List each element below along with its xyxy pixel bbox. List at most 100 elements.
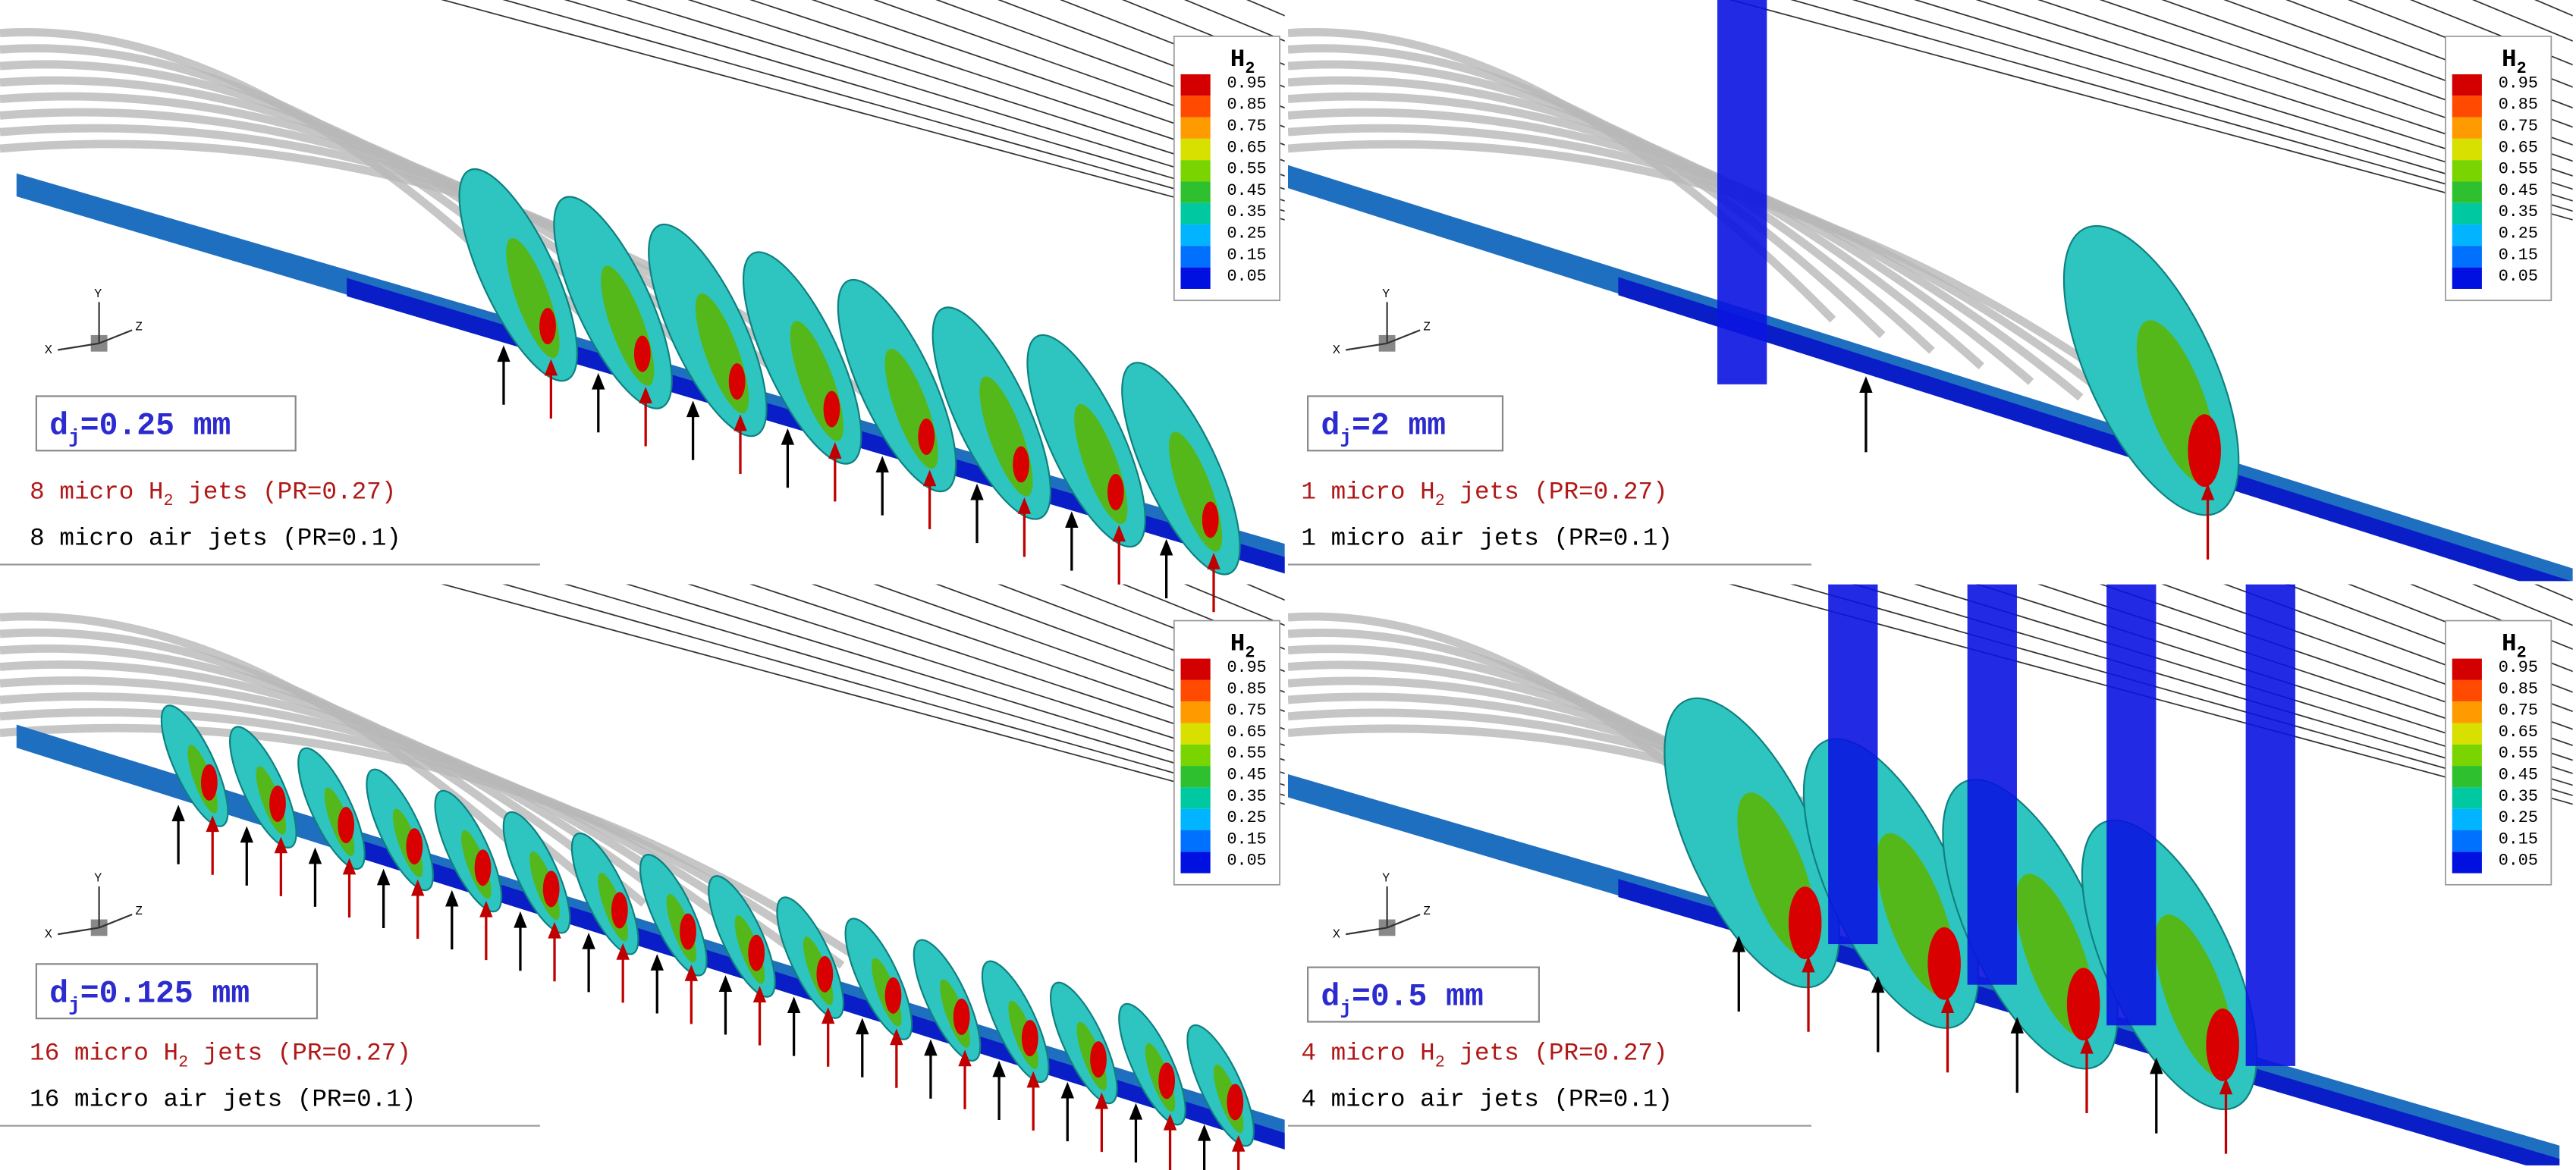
h2-jets-sub: 2 (163, 491, 173, 510)
colorbar-tick-label: 0.35 (1227, 787, 1266, 806)
jet-arrow-head (1207, 552, 1220, 569)
jet-arrow-head (924, 1039, 938, 1056)
jet-arrow-head (2080, 1037, 2094, 1054)
colorbar-tick-label: 0.45 (2499, 766, 2538, 785)
gray-ribbon (1288, 76, 1984, 370)
streamline (441, 0, 1239, 215)
colorbar-swatch (2452, 744, 2482, 767)
colorbar-title: H2 (1230, 630, 1255, 663)
jet-arrow-head (718, 975, 733, 992)
gray-ribbon (0, 692, 796, 954)
simulation-view (1288, 584, 2573, 1165)
colorbar-tick-label: 0.15 (2499, 246, 2538, 265)
jet-arrow-head (875, 456, 889, 473)
plume-core (2188, 414, 2221, 488)
jet-arrow-head (752, 986, 767, 1002)
streamline (2223, 0, 2573, 128)
jet-arrow-head (582, 932, 595, 949)
plume-core (539, 308, 556, 345)
diameter-value: =0.125 mm (80, 977, 250, 1012)
colorbar-tick-label: 0.95 (2499, 74, 2538, 93)
colorbar-swatch (1180, 246, 1211, 268)
h2-jets-post: jets (PR=0.27) (1445, 478, 1668, 506)
diameter-symbol: d (49, 977, 68, 1012)
plume-core (269, 786, 286, 822)
jet-arrow-head (1017, 497, 1032, 514)
h2-jets-label: 16 micro H2 jets (PR=0.27) (30, 1040, 411, 1072)
jets-box (0, 1027, 532, 1118)
colorbar-swatch (1180, 202, 1211, 225)
panel: H20.950.850.750.650.550.450.350.250.150.… (0, 0, 1285, 613)
colorbar-tick-label: 0.25 (1227, 808, 1266, 827)
colorbar-tick-label: 0.15 (1227, 830, 1266, 848)
h2-jets-label: 8 micro H2 jets (PR=0.27) (30, 478, 396, 510)
colorbar-tick-label: 0.05 (2499, 852, 2538, 870)
simulation-view (1288, 0, 2573, 582)
air-jets-label: 16 micro air jets (PR=0.1) (30, 1086, 416, 1114)
jet-arrow-head (308, 847, 322, 864)
h2-jets-sub: 2 (1435, 491, 1445, 510)
triad-axis (58, 927, 99, 936)
triad-label: Z (136, 905, 143, 917)
simulation-view (0, 0, 1285, 576)
colorbar-tick-label: 0.05 (2499, 267, 2538, 286)
colorbar-swatch (1180, 830, 1211, 852)
triad-label: X (1333, 927, 1340, 940)
streamline (625, 0, 1285, 202)
jet-arrow-head (856, 1018, 869, 1035)
triad-axis (1387, 914, 1421, 929)
diameter-subscript: j (68, 993, 80, 1016)
streamline (502, 584, 1285, 805)
colorbar-swatch (2452, 723, 2482, 745)
colorbar-tick-label: 0.95 (2499, 658, 2538, 677)
colorbar-swatch (2452, 202, 2482, 225)
plume-core (816, 955, 834, 993)
colorbar-tick-label: 0.55 (1227, 744, 1266, 763)
h2-jets-post: jets (PR=0.27) (174, 478, 397, 506)
streamline (749, 0, 1285, 177)
streamline (1729, 0, 2527, 215)
plume-core (1788, 886, 1822, 959)
jet-arrow-head (781, 428, 795, 445)
colorbar-swatch (1180, 852, 1211, 874)
h2-jets-pre: 8 micro H (30, 478, 163, 506)
gray-ribbon (0, 723, 894, 984)
colorbar-swatch (2452, 224, 2482, 246)
colorbar-tick-label: 0.45 (1227, 766, 1266, 785)
colorbar-tick-label: 0.95 (1227, 658, 1266, 677)
streamline (1913, 0, 2573, 202)
colorbar-tick-label: 0.85 (1227, 96, 1266, 114)
diameter-value: =2 mm (1352, 409, 1446, 444)
colorbar-title-sub: 2 (2517, 59, 2527, 78)
air-jets-label: 8 micro air jets (PR=0.1) (30, 524, 401, 552)
triad-label: X (45, 927, 52, 940)
panel: H20.950.850.750.650.550.450.350.250.150.… (1288, 0, 2573, 582)
h2-jets-pre: 4 micro H (1301, 1040, 1434, 1068)
jet-arrow-head (2201, 483, 2215, 500)
slice-plane (1828, 584, 1878, 945)
colorbar-swatch (2452, 160, 2482, 182)
jet-arrow-head (686, 400, 700, 418)
diameter-label: dj=2 mm (1321, 409, 1447, 449)
plume-core (474, 849, 492, 886)
jet-arrow-head (2010, 1017, 2024, 1034)
colorbar-tick-label: 0.25 (1227, 224, 1266, 243)
colorbar-tick-label: 0.35 (2499, 787, 2538, 806)
colorbar-tick-label: 0.85 (2499, 679, 2538, 698)
triad-label: Y (94, 871, 102, 884)
gray-ribbon (0, 676, 746, 938)
jet-arrow-head (970, 483, 984, 500)
colorbar-swatch (2452, 808, 2482, 830)
colorbar-tick-label: 0.65 (2499, 138, 2538, 157)
jet-arrow-head (2219, 1077, 2233, 1095)
colorbar-title-sub: 2 (1245, 59, 1255, 78)
colorbar-swatch (2452, 658, 2482, 680)
colorbar-swatch (1180, 267, 1211, 289)
colorbar-tick-label: 0.85 (1227, 679, 1266, 698)
plume-core (1107, 473, 1124, 510)
jet-arrow-head (548, 921, 561, 939)
colorbar-tick-label: 0.25 (2499, 224, 2538, 243)
wall-plate (1288, 165, 2573, 582)
colorbar-tick-label: 0.05 (1227, 267, 1266, 286)
